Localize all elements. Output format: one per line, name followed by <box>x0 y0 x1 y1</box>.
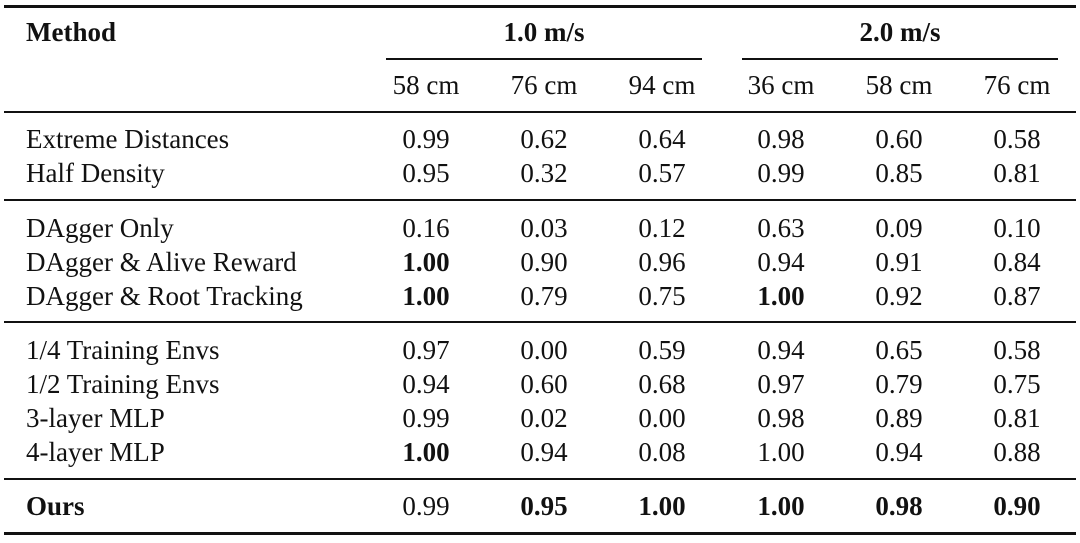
table-cell: 0.09 <box>875 213 923 243</box>
table-cell: 0.87 <box>993 281 1041 311</box>
column-header: 58 cm <box>865 70 933 100</box>
table-cell: 0.90 <box>993 491 1041 521</box>
column-header: 58 cm <box>392 70 460 100</box>
table-cell: 0.59 <box>638 335 686 365</box>
row-label: Extreme Distances <box>26 124 230 154</box>
table-cell: 0.94 <box>402 369 450 399</box>
table-cell: 0.16 <box>402 213 450 243</box>
table-cell: 0.12 <box>638 213 686 243</box>
group-header-1: 1.0 m/s <box>503 17 585 47</box>
group1-underline <box>386 58 702 60</box>
table-cell: 0.99 <box>402 124 450 154</box>
row-label: DAgger Only <box>26 213 174 243</box>
table-cell: 0.98 <box>757 403 805 433</box>
table-cell: 1.00 <box>757 437 805 467</box>
table-cell: 0.98 <box>875 491 923 521</box>
section-rule-1 <box>4 199 1076 201</box>
row-label: 3-layer MLP <box>26 403 165 433</box>
section-rule-3 <box>4 478 1076 480</box>
table-cell: 1.00 <box>757 281 805 311</box>
table-cell: 0.99 <box>757 158 805 188</box>
table-cell: 0.75 <box>638 281 686 311</box>
table-cell: 0.94 <box>757 247 805 277</box>
row-label: 1/2 Training Envs <box>26 369 220 399</box>
table-cell: 0.95 <box>402 158 450 188</box>
header-rule <box>4 111 1076 113</box>
table-cell: 0.79 <box>520 281 568 311</box>
table-cell: 0.98 <box>757 124 805 154</box>
column-header: 76 cm <box>510 70 578 100</box>
row-label: DAgger & Root Tracking <box>26 281 303 311</box>
table-cell: 0.89 <box>875 403 923 433</box>
table-cell: 0.68 <box>638 369 686 399</box>
table-cell: 0.08 <box>638 437 686 467</box>
table-cell: 0.57 <box>638 158 686 188</box>
table-cell: 0.94 <box>875 437 923 467</box>
table-cell: 0.97 <box>402 335 450 365</box>
group2-underline <box>742 58 1058 60</box>
column-header: 94 cm <box>628 70 696 100</box>
table-cell: 0.97 <box>757 369 805 399</box>
table-cell: 0.95 <box>520 491 568 521</box>
method-header: Method <box>26 17 116 47</box>
table-cell: 1.00 <box>638 491 686 521</box>
row-label: Half Density <box>26 158 165 188</box>
row-label: 1/4 Training Envs <box>26 335 220 365</box>
table-cell: 0.00 <box>520 335 568 365</box>
table-cell: 0.65 <box>875 335 923 365</box>
column-header: 76 cm <box>983 70 1051 100</box>
column-header: 36 cm <box>747 70 815 100</box>
table-cell: 0.94 <box>520 437 568 467</box>
table-cell: 0.85 <box>875 158 923 188</box>
table-cell: 0.99 <box>402 491 450 521</box>
table-cell: 0.62 <box>520 124 568 154</box>
table-cell: 0.81 <box>993 403 1041 433</box>
table-cell: 0.03 <box>520 213 568 243</box>
table-cell: 0.79 <box>875 369 923 399</box>
table-cell: 0.60 <box>520 369 568 399</box>
table-cell: 1.00 <box>402 281 450 311</box>
section-rule-2 <box>4 321 1076 323</box>
table-cell: 0.84 <box>993 247 1041 277</box>
group-header-2: 2.0 m/s <box>859 17 941 47</box>
table-cell: 0.99 <box>402 403 450 433</box>
row-label: 4-layer MLP <box>26 437 165 467</box>
table-cell: 0.90 <box>520 247 568 277</box>
table-cell: 0.91 <box>875 247 923 277</box>
table-cell: 0.94 <box>757 335 805 365</box>
table-cell: 1.00 <box>402 437 450 467</box>
table-cell: 0.75 <box>993 369 1041 399</box>
row-label: Ours <box>26 491 85 521</box>
table-cell: 0.63 <box>757 213 805 243</box>
row-label: DAgger & Alive Reward <box>26 247 297 277</box>
table-cell: 0.32 <box>520 158 568 188</box>
top-rule <box>4 5 1076 8</box>
table-cell: 1.00 <box>402 247 450 277</box>
table-cell: 0.81 <box>993 158 1041 188</box>
table-cell: 0.02 <box>520 403 568 433</box>
table-cell: 0.96 <box>638 247 686 277</box>
bottom-rule <box>4 532 1076 535</box>
table-cell: 1.00 <box>757 491 805 521</box>
table-cell: 0.00 <box>638 403 686 433</box>
table-cell: 0.58 <box>993 335 1041 365</box>
table-cell: 0.92 <box>875 281 923 311</box>
table-cell: 0.60 <box>875 124 923 154</box>
table-cell: 0.88 <box>993 437 1041 467</box>
table-cell: 0.58 <box>993 124 1041 154</box>
table-cell: 0.10 <box>993 213 1041 243</box>
table-cell: 0.64 <box>638 124 686 154</box>
